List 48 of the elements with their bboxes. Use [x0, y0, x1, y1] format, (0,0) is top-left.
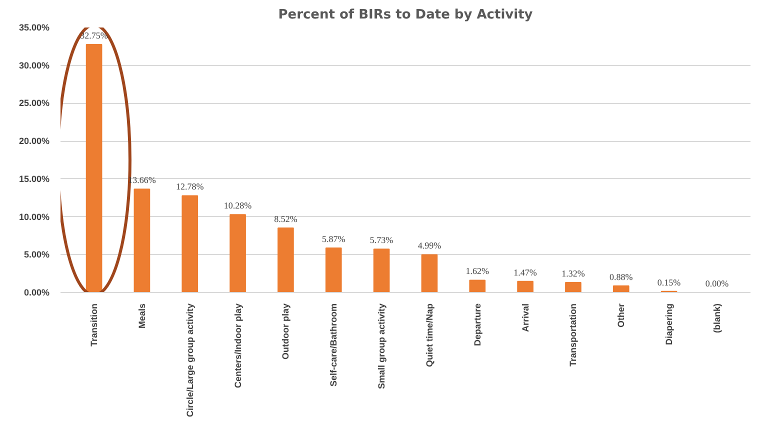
x-tick-label: Quiet time/Nap — [424, 303, 434, 368]
x-tick-label: Transition — [89, 303, 100, 347]
data-label: 8.52% — [274, 214, 298, 224]
bar — [612, 285, 630, 292]
data-label: 4.99% — [418, 240, 442, 251]
y-tick-label: 15.00% — [18, 174, 50, 184]
y-tick-label: 5.00% — [24, 250, 50, 260]
bar — [469, 280, 486, 292]
y-tick-label: 30.00% — [18, 60, 50, 70]
x-tick-label: Small group activity — [376, 303, 387, 390]
x-tick-label: Departure — [472, 303, 482, 346]
x-tick-label: Arrival — [520, 303, 530, 332]
data-label: 12.78% — [176, 182, 204, 192]
bar — [517, 280, 534, 292]
data-label: 5.73% — [370, 235, 394, 246]
data-label: 10.28% — [224, 200, 252, 211]
bar — [230, 214, 246, 292]
chart-title: Percent of BIRs to Date by Activity — [278, 8, 534, 22]
x-tick-label: Other — [616, 303, 626, 328]
y-tick-label: 10.00% — [18, 212, 50, 222]
x-tick-label: (blank) — [712, 303, 722, 333]
bar — [565, 282, 582, 292]
x-tick-label: Meals — [136, 304, 147, 329]
y-tick-label: 0.00% — [24, 288, 50, 298]
data-label: 0.15% — [657, 277, 682, 288]
y-tick-label: 25.00% — [18, 98, 50, 108]
x-tick-label: Transportation — [568, 303, 578, 367]
data-label: 0.00% — [705, 278, 730, 288]
data-label: 1.62% — [466, 266, 490, 276]
y-tick-label: 20.00% — [18, 136, 50, 146]
data-label: 1.47% — [514, 267, 538, 278]
bar — [86, 44, 102, 292]
x-tick-label: Self-care/Bathroom — [328, 303, 339, 387]
data-label: 32.75% — [80, 30, 108, 41]
x-tick-label: Diapering — [664, 303, 674, 346]
data-label: 1.32% — [562, 268, 586, 279]
x-tick-label: Circle/Large group activity — [184, 303, 195, 418]
x-tick-label: Outdoor play — [280, 304, 291, 360]
data-label: 5.87% — [322, 234, 346, 244]
bar — [278, 227, 294, 292]
bar — [373, 248, 390, 292]
x-tick-label: Centers/Indoor play — [232, 304, 243, 388]
y-tick-label: 35.00% — [18, 22, 50, 32]
bar — [182, 195, 198, 292]
data-label: 0.88% — [610, 272, 634, 282]
bar — [421, 254, 438, 292]
bar — [325, 248, 342, 292]
bar — [134, 188, 150, 292]
